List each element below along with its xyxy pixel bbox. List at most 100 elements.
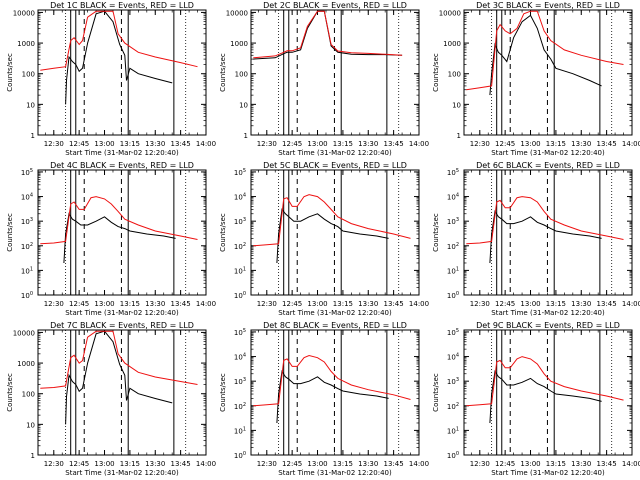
plot-frame xyxy=(250,329,420,456)
y-tick-label: 103 xyxy=(447,217,459,226)
y-axis-label: Counts/sec xyxy=(432,373,440,412)
x-axis-label: Start Time (31-Mar-02 12:20:40) xyxy=(65,309,179,317)
data-layer xyxy=(466,196,624,264)
y-axis-label: Counts/sec xyxy=(6,53,14,92)
x-tick-label: 13:30 xyxy=(358,300,378,308)
y-axis-label: Counts/sec xyxy=(219,53,227,92)
y-tick-label: 1 xyxy=(31,132,35,140)
data-layer xyxy=(40,10,198,105)
x-tick-label: 13:15 xyxy=(546,460,566,468)
y-tick-label: 104 xyxy=(234,353,246,362)
data-layer xyxy=(40,196,198,264)
y-tick-label: 100 xyxy=(447,291,459,300)
x-tick-label: 13:15 xyxy=(333,300,353,308)
x-tick-label: 13:30 xyxy=(145,300,165,308)
panel-title: Det 3C BLACK = Events, RED = LLD xyxy=(476,1,620,10)
x-tick-label: 13:45 xyxy=(384,300,404,308)
y-tick-label: 102 xyxy=(234,242,246,251)
x-axis-label: Start Time (31-Mar-02 12:20:40) xyxy=(65,469,179,477)
y-axis-label: Counts/sec xyxy=(219,373,227,412)
x-tick-label: 12:30 xyxy=(257,140,277,148)
panel-5: 100 101 102 103 104 105 12:30 12:45 13:00 13:15 13… xyxy=(219,161,429,317)
panel-8: 100 101 102 103 104 105 12:30 12:45 13:00 13:15 13… xyxy=(219,321,429,477)
y-tick-label: 105 xyxy=(234,328,246,337)
panel-title: Det 2C BLACK = Events, RED = LLD xyxy=(263,1,407,10)
x-tick-label: 13:15 xyxy=(546,300,566,308)
y-tick-label: 101 xyxy=(234,266,246,275)
x-tick-label: 14:00 xyxy=(622,140,640,148)
x-tick-label: 13:00 xyxy=(94,300,114,308)
lld-series-line xyxy=(253,10,403,59)
x-tick-label: 12:45 xyxy=(69,300,89,308)
x-tick-label: 14:00 xyxy=(409,140,429,148)
x-tick-label: 13:00 xyxy=(520,460,540,468)
panel-6: 100 101 102 103 104 105 12:30 12:45 13:00 13:15 13… xyxy=(432,161,640,317)
x-tick-label: 14:00 xyxy=(409,300,429,308)
events-series-line xyxy=(489,369,602,424)
events-series-line xyxy=(65,330,173,425)
y-tick-label: 10 xyxy=(26,421,35,429)
y-axis-label: Counts/sec xyxy=(6,213,14,252)
x-tick-label: 13:30 xyxy=(145,460,165,468)
panel-4: 100 101 102 103 104 105 12:30 12:45 13:00 13:15 13… xyxy=(6,161,216,317)
x-tick-label: 13:45 xyxy=(171,460,191,468)
x-tick-label: 13:00 xyxy=(94,140,114,148)
y-tick-label: 103 xyxy=(234,377,246,386)
panel-7: 1 10 100 1000 10000 12:30 12:45 13:00 13:15 13:30… xyxy=(6,321,216,477)
events-series-line xyxy=(489,14,602,96)
x-tick-label: 12:45 xyxy=(282,460,302,468)
events-series-line xyxy=(253,10,403,60)
panel-9: 100 101 102 103 104 105 12:30 12:45 13:00 13:15 13… xyxy=(432,321,640,477)
y-tick-label: 103 xyxy=(21,217,33,226)
plot-frame xyxy=(37,169,207,296)
events-series-line xyxy=(489,209,602,264)
x-axis-label: Start Time (31-Mar-02 12:20:40) xyxy=(491,469,605,477)
lld-series-line xyxy=(466,10,624,91)
plot-frame xyxy=(463,329,633,456)
x-tick-label: 13:45 xyxy=(597,300,617,308)
lld-series-line xyxy=(40,330,198,389)
x-axis-label: Start Time (31-Mar-02 12:20:40) xyxy=(278,149,392,157)
x-tick-label: 12:45 xyxy=(69,140,89,148)
y-tick-label: 1 xyxy=(31,452,35,460)
lld-series-line xyxy=(40,196,198,245)
y-tick-label: 10 xyxy=(239,101,248,109)
x-tick-label: 12:45 xyxy=(495,460,515,468)
y-tick-label: 101 xyxy=(234,426,246,435)
y-tick-label: 102 xyxy=(447,402,459,411)
x-tick-label: 12:30 xyxy=(44,460,64,468)
y-tick-label: 101 xyxy=(447,426,459,435)
y-axis-label: Counts/sec xyxy=(432,53,440,92)
y-tick-label: 103 xyxy=(234,217,246,226)
x-tick-label: 13:15 xyxy=(546,140,566,148)
panel-1: 1 10 100 1000 10000 12:30 12:45 13:00 13:15 13:30… xyxy=(6,1,216,157)
data-layer xyxy=(253,10,403,60)
x-tick-label: 14:00 xyxy=(409,460,429,468)
y-tick-label: 104 xyxy=(234,193,246,202)
x-tick-label: 13:00 xyxy=(307,300,327,308)
y-tick-label: 100 xyxy=(447,451,459,460)
y-tick-label: 102 xyxy=(447,242,459,251)
y-tick-label: 1000 xyxy=(17,40,35,48)
lld-series-line xyxy=(466,356,624,407)
x-tick-label: 12:30 xyxy=(470,300,490,308)
y-tick-label: 100 xyxy=(234,451,246,460)
x-tick-label: 13:30 xyxy=(358,460,378,468)
y-tick-label: 1000 xyxy=(443,40,461,48)
y-tick-label: 100 xyxy=(448,71,461,79)
data-layer xyxy=(253,194,411,264)
lld-series-line xyxy=(253,354,411,407)
x-tick-label: 13:00 xyxy=(94,460,114,468)
events-series-line xyxy=(276,208,389,264)
x-tick-label: 13:45 xyxy=(384,140,404,148)
y-tick-label: 104 xyxy=(447,353,459,362)
x-tick-label: 12:45 xyxy=(282,140,302,148)
x-tick-label: 13:30 xyxy=(571,140,591,148)
x-tick-label: 13:45 xyxy=(171,300,191,308)
x-tick-label: 13:15 xyxy=(120,140,140,148)
plot-frame xyxy=(37,9,207,136)
x-tick-label: 12:30 xyxy=(257,300,277,308)
panel-title: Det 5C BLACK = Events, RED = LLD xyxy=(263,161,407,170)
panel-3: 1 10 100 1000 10000 12:30 12:45 13:00 13:15 13:30… xyxy=(432,1,640,157)
